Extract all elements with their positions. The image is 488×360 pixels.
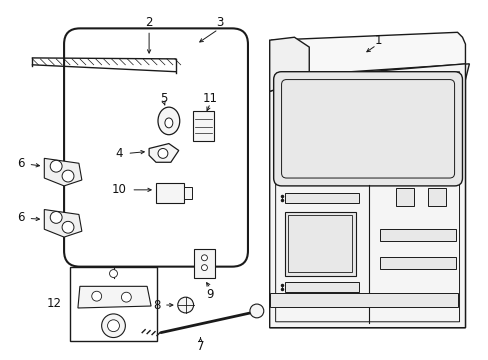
Text: 1: 1 bbox=[374, 34, 382, 47]
Circle shape bbox=[201, 255, 207, 261]
Text: 6: 6 bbox=[17, 211, 24, 224]
Circle shape bbox=[249, 304, 263, 318]
Text: 9: 9 bbox=[206, 288, 214, 301]
FancyBboxPatch shape bbox=[273, 72, 462, 186]
Circle shape bbox=[102, 314, 125, 338]
Text: 2: 2 bbox=[145, 16, 153, 29]
Text: 11: 11 bbox=[203, 92, 218, 105]
Text: 10: 10 bbox=[112, 183, 126, 196]
Circle shape bbox=[178, 297, 193, 313]
Text: 5: 5 bbox=[160, 92, 167, 105]
Circle shape bbox=[107, 320, 119, 332]
Bar bbox=[380, 257, 455, 269]
Bar bbox=[395, 188, 413, 206]
Bar bbox=[284, 282, 358, 292]
Polygon shape bbox=[149, 144, 179, 162]
Bar bbox=[380, 229, 455, 241]
Text: 4: 4 bbox=[116, 147, 123, 160]
Polygon shape bbox=[78, 286, 151, 308]
Polygon shape bbox=[269, 32, 465, 328]
Bar bbox=[288, 215, 351, 271]
Bar bbox=[70, 267, 157, 342]
Bar bbox=[427, 188, 445, 206]
Text: 6: 6 bbox=[17, 157, 24, 170]
Bar bbox=[193, 249, 215, 278]
Bar bbox=[269, 293, 457, 307]
Circle shape bbox=[50, 160, 62, 172]
Text: 7: 7 bbox=[196, 340, 204, 353]
Polygon shape bbox=[269, 37, 308, 91]
Circle shape bbox=[158, 148, 167, 158]
Bar bbox=[183, 187, 191, 199]
Text: 12: 12 bbox=[46, 297, 61, 310]
Ellipse shape bbox=[158, 107, 180, 135]
Bar bbox=[156, 183, 183, 203]
Circle shape bbox=[201, 265, 207, 271]
Polygon shape bbox=[44, 158, 81, 186]
Bar bbox=[284, 193, 358, 203]
Text: 8: 8 bbox=[153, 298, 161, 311]
Text: 3: 3 bbox=[216, 16, 224, 29]
Circle shape bbox=[121, 292, 131, 302]
Polygon shape bbox=[269, 64, 465, 328]
Circle shape bbox=[92, 291, 102, 301]
Polygon shape bbox=[269, 64, 468, 91]
Circle shape bbox=[50, 212, 62, 223]
Ellipse shape bbox=[164, 118, 172, 128]
Circle shape bbox=[62, 221, 74, 233]
Bar bbox=[284, 212, 355, 275]
Circle shape bbox=[62, 170, 74, 182]
Circle shape bbox=[109, 270, 117, 278]
Polygon shape bbox=[44, 210, 81, 237]
Bar bbox=[192, 111, 214, 141]
